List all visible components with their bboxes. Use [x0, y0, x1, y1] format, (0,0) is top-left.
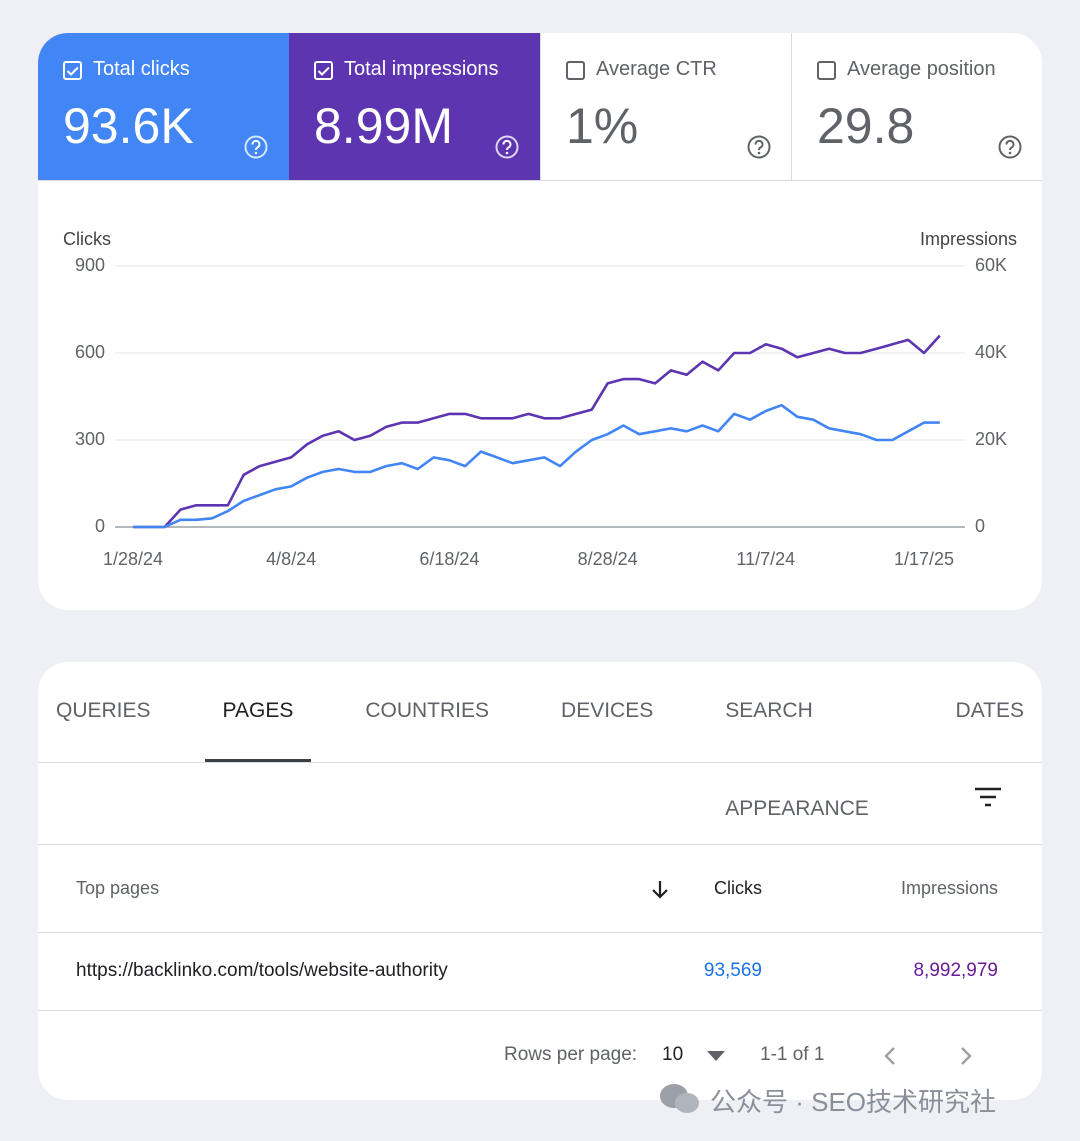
metric-tile[interactable]: Average CTR 1%: [540, 33, 791, 180]
metric-tiles: Total clicks 93.6K Total impressions 8.99M A…: [38, 33, 1042, 181]
x-tick-label: 1/17/25: [894, 549, 954, 569]
x-tick-label: 8/28/24: [578, 549, 638, 569]
column-header[interactable]: Impressions: [900, 878, 998, 898]
help-icon: [244, 135, 268, 159]
row-divider: [38, 932, 1042, 933]
y2-tick-label: 20K: [975, 429, 1007, 449]
filter-icon[interactable]: [972, 784, 1004, 810]
performance-panel: Total clicks 93.6K Total impressions 8.99M A…: [38, 33, 1042, 610]
data-line: [133, 403, 940, 529]
x-tick-label: 4/8/24: [266, 549, 316, 569]
y2-tick-label: 0: [975, 516, 985, 536]
column-header[interactable]: Top pages: [76, 878, 160, 898]
watermark: 公众号 · SEO技术研究社: [710, 1087, 997, 1117]
checkbox-check: [66, 66, 79, 76]
table-cell: https://backlinko.com/tools/website-auth…: [76, 960, 448, 981]
checkbox-box: [817, 61, 836, 80]
metric-tile[interactable]: Total clicks 93.6K: [38, 33, 289, 180]
checkbox-box: [314, 61, 333, 80]
dropdown-icon[interactable]: [706, 1050, 726, 1062]
metric-label: Total impressions: [344, 58, 499, 80]
sort-arrow: [652, 881, 668, 899]
data-line: [133, 334, 941, 529]
column-header[interactable]: Clicks: [714, 878, 762, 898]
table-cell: 8,992,979: [913, 960, 998, 981]
rows-label: Rows per page:: [504, 1044, 638, 1065]
checkbox: [566, 61, 585, 80]
help-icon: [998, 135, 1022, 159]
help-dot: [1008, 151, 1012, 155]
help-circle: [495, 135, 519, 159]
checkbox-box: [566, 61, 585, 80]
rows-per-page[interactable]: 10: [662, 1044, 684, 1065]
tab[interactable]: QUERIES: [56, 699, 151, 722]
metric-tile[interactable]: Total impressions 8.99M: [289, 33, 540, 180]
sort-icon: [652, 881, 668, 899]
help-icon: [747, 135, 771, 159]
help-circle: [244, 135, 268, 159]
tab[interactable]: SEARCH APPEARANCE: [725, 699, 869, 820]
divider: [38, 1010, 1042, 1011]
checkbox: [63, 61, 82, 80]
prev-page[interactable]: [882, 1045, 898, 1067]
help-mark: [1005, 139, 1015, 151]
help-dot: [254, 151, 258, 155]
metric-value: 8.99M: [314, 98, 453, 154]
metric-label: Total clicks: [93, 58, 190, 80]
y-tick-label: 600: [75, 342, 105, 362]
help-mark: [754, 139, 764, 151]
help-mark: [251, 139, 261, 151]
y2-tick-label: 40K: [975, 342, 1007, 362]
metric-label: Average position: [847, 58, 996, 80]
metric-label: Average CTR: [596, 58, 717, 80]
checkbox: [314, 61, 333, 80]
y-tick-label: 300: [75, 429, 105, 449]
checkbox-box: [63, 61, 82, 80]
table-cell: 93,569: [703, 960, 762, 981]
help-dot: [757, 151, 761, 155]
tab[interactable]: COUNTRIES: [365, 699, 490, 722]
tab[interactable]: DEVICES: [561, 699, 654, 722]
watermark-icon: [660, 1084, 699, 1113]
metric-tile[interactable]: Average position 29.8: [791, 33, 1042, 180]
help-circle: [998, 135, 1022, 159]
y-axis-label: Clicks: [63, 229, 111, 249]
help-mark: [502, 139, 512, 151]
help-icon: [495, 135, 519, 159]
table-panel: QUERIES PAGES COUNTRIES DEVICES SEARCH APPEA…: [38, 662, 1042, 1100]
x-tick-label: 11/7/24: [736, 549, 795, 569]
help-dot: [505, 151, 509, 155]
chart: Clicks Impressions 0 300 600 900 0 20K 40K 60K 1…: [63, 229, 1017, 569]
page-range: 1-1 of 1: [760, 1044, 825, 1065]
metric-value: 1%: [566, 98, 639, 154]
next-page[interactable]: [958, 1045, 974, 1067]
metric-value: 29.8: [817, 98, 915, 154]
x-tick-label: 6/18/24: [419, 549, 479, 569]
checkbox: [817, 61, 836, 80]
help-circle: [747, 135, 771, 159]
y-tick-label: 900: [75, 255, 105, 275]
y2-tick-label: 60K: [975, 255, 1007, 275]
tab[interactable]: PAGES: [204, 662, 312, 762]
checkbox-check: [317, 66, 330, 76]
y2-axis-label: Impressions: [920, 229, 1017, 249]
tab-bar: QUERIES PAGES COUNTRIES DEVICES SEARCH APPEA…: [38, 662, 1042, 820]
y-tick-label: 0: [95, 516, 105, 536]
x-tick-label: 1/28/24: [103, 549, 163, 569]
tab[interactable]: DATES: [955, 699, 1024, 722]
metric-value: 93.6K: [63, 98, 194, 154]
divider: [38, 844, 1042, 845]
